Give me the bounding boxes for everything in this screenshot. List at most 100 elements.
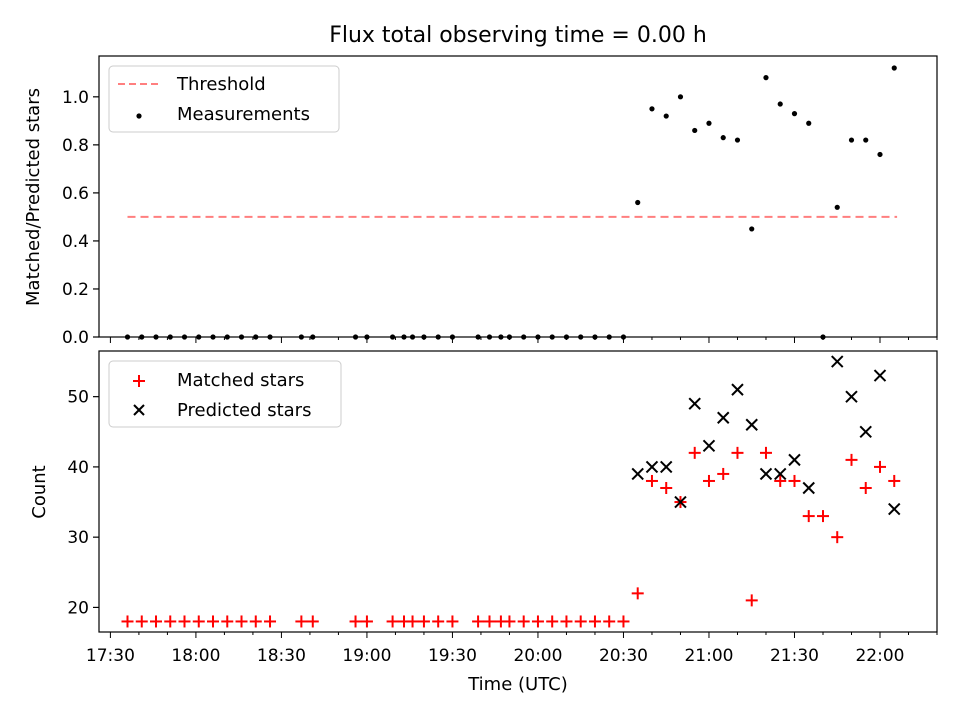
measurement-point <box>720 135 726 141</box>
measurement-point <box>777 101 783 107</box>
matched-star-point <box>603 615 616 628</box>
predicted-star-point <box>717 411 730 424</box>
x-tick-label: 21:30 <box>770 646 819 666</box>
predicted-star-stroke <box>873 369 887 382</box>
top-legend: Threshold Measurements <box>108 65 340 133</box>
matched-star-point <box>774 474 787 487</box>
matched-star-point <box>386 615 399 628</box>
matched-star-point <box>759 446 772 459</box>
x-tick-label: 20:30 <box>599 646 648 666</box>
predicted-star-stroke <box>774 467 787 481</box>
measurement-point <box>749 226 755 232</box>
matched-star-point <box>264 615 277 628</box>
top-y-tick-label: 0.2 <box>62 280 89 300</box>
top-panel-frame <box>98 55 938 338</box>
predicted-star-stroke <box>731 383 744 396</box>
matched-star-point <box>888 474 901 487</box>
predicted-star-point <box>731 383 744 396</box>
matched-star-point <box>859 481 872 494</box>
predicted-star-point <box>631 467 644 481</box>
matched-star-point <box>446 615 459 628</box>
legend-measurements-swatch <box>136 113 142 119</box>
top-y-tick-label: 0.0 <box>62 328 89 348</box>
bottom-y-axis-label: Count <box>29 465 50 518</box>
legend-measurements-label: Measurements <box>177 104 310 125</box>
measurement-point <box>877 151 883 158</box>
bottom-legend-box <box>108 360 342 428</box>
predicted-star-point <box>859 425 872 438</box>
predicted-star-stroke <box>788 453 801 467</box>
bottom-panel-marks <box>121 355 901 628</box>
matched-star-point <box>207 615 220 628</box>
matched-star-point <box>135 615 148 628</box>
matched-star-point <box>546 615 559 628</box>
x-tick-label: 20:00 <box>513 646 562 666</box>
bottom-panel-axes: 20 30 40 50 17:30 18:00 18:30 19:00 19:30 20:00 20… <box>67 388 938 666</box>
predicted-star-stroke <box>717 411 730 424</box>
matched-star-point <box>306 615 319 628</box>
top-y-tick-label: 0.6 <box>62 184 89 204</box>
measurement-point <box>848 137 855 143</box>
matched-star-point <box>560 615 573 628</box>
matched-star-point <box>406 615 419 628</box>
measurement-point <box>663 113 669 119</box>
bottom-y-tick-label: 30 <box>67 528 89 548</box>
x-tick-label: 19:30 <box>428 646 477 666</box>
x-tick-label: 21:00 <box>684 646 733 666</box>
measurement-point <box>763 75 769 81</box>
predicted-star-stroke <box>831 355 844 368</box>
matched-star-point <box>588 615 601 628</box>
predicted-star-point <box>688 397 701 410</box>
x-tick-label: 22:00 <box>855 646 904 666</box>
matched-star-point <box>150 615 163 628</box>
matched-star-point <box>164 615 177 628</box>
matched-star-point <box>517 615 530 628</box>
bottom-legend: Matched stars Predicted stars <box>108 360 342 428</box>
predicted-star-point <box>845 390 858 403</box>
predicted-star-point <box>831 355 844 368</box>
legend-threshold-label: Threshold <box>176 74 266 95</box>
matched-star-point <box>192 615 205 628</box>
matched-star-point <box>483 615 496 628</box>
matched-star-point <box>295 615 308 628</box>
legend-matched-swatch <box>133 375 145 387</box>
legend-predicted-swatch <box>133 404 145 416</box>
bottom-y-tick-label: 50 <box>67 388 89 408</box>
matched-star-point <box>717 467 730 480</box>
top-panel: 0.0 0.2 0.4 0.6 0.8 1.0 Matched/Predicted sta… <box>23 55 938 348</box>
matched-star-point <box>417 615 430 628</box>
predicted-star-point <box>759 467 773 481</box>
predicted-star-stroke <box>688 397 701 410</box>
top-legend-box <box>108 65 340 133</box>
predicted-star-stroke <box>845 390 858 403</box>
measurement-point <box>863 137 869 143</box>
predicted-star-stroke <box>631 467 644 481</box>
bottom-panel: 20 30 40 50 17:30 18:00 18:30 19:00 19:30 20:00 20… <box>29 350 938 695</box>
measurement-point <box>649 106 655 112</box>
predicted-star-point <box>873 369 887 382</box>
matched-star-point <box>688 446 701 459</box>
x-tick-label: 18:00 <box>171 646 220 666</box>
matched-star-point <box>617 615 630 628</box>
matched-star-point <box>645 474 658 487</box>
predicted-star-stroke <box>645 460 659 474</box>
measurement-point <box>706 120 712 126</box>
predicted-star-stroke <box>674 495 687 509</box>
matched-star-point <box>702 474 715 487</box>
bottom-y-tick-label: 20 <box>67 598 89 618</box>
x-tick-label: 17:30 <box>86 646 135 666</box>
predicted-star-point <box>888 502 901 516</box>
matched-star-point <box>831 531 844 544</box>
predicted-star-point <box>674 495 687 509</box>
predicted-star-stroke <box>859 425 872 438</box>
matched-star-point <box>472 615 485 628</box>
matched-star-point <box>574 615 587 628</box>
measurement-point <box>791 111 798 117</box>
matched-star-point <box>873 460 886 473</box>
matched-star-point <box>360 615 373 628</box>
matched-star-point <box>731 446 744 459</box>
measurement-point <box>834 204 840 210</box>
measurement-point <box>692 127 698 134</box>
predicted-star-stroke <box>888 502 901 516</box>
